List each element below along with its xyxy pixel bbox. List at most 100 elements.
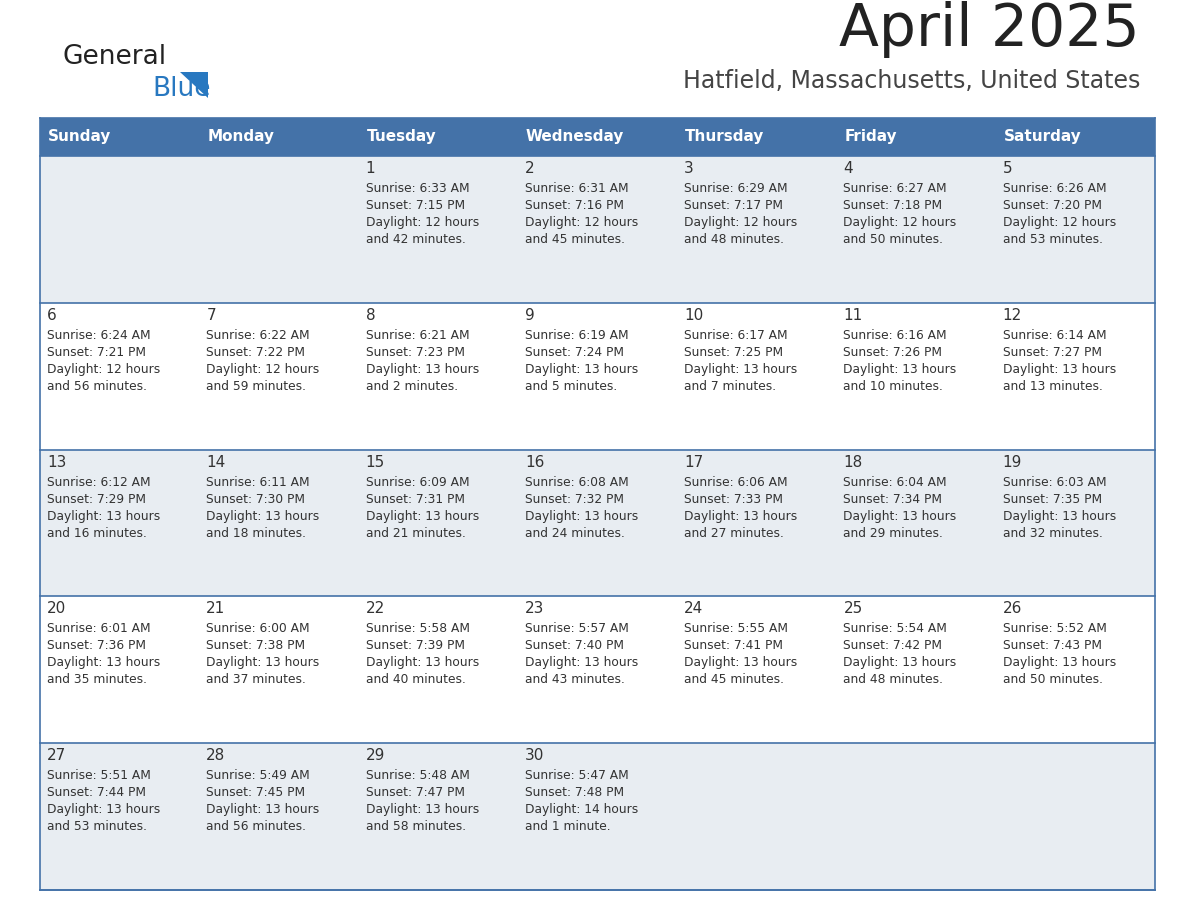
Text: April 2025: April 2025: [840, 1, 1140, 58]
Text: 30: 30: [525, 748, 544, 763]
Bar: [996, 118, 1155, 156]
Bar: [359, 450, 518, 597]
Bar: [518, 303, 677, 450]
Bar: [836, 744, 996, 890]
Text: Sunset: 7:38 PM: Sunset: 7:38 PM: [207, 640, 305, 653]
Text: Sunrise: 6:00 AM: Sunrise: 6:00 AM: [207, 622, 310, 635]
Text: and 1 minute.: and 1 minute.: [525, 820, 611, 834]
Bar: [836, 156, 996, 303]
Text: Sunrise: 6:19 AM: Sunrise: 6:19 AM: [525, 329, 628, 341]
Text: Sunset: 7:25 PM: Sunset: 7:25 PM: [684, 346, 783, 359]
Bar: [40, 744, 200, 890]
Text: 14: 14: [207, 454, 226, 470]
Text: and 24 minutes.: and 24 minutes.: [525, 527, 625, 540]
Text: 6: 6: [48, 308, 57, 323]
Text: Daylight: 12 hours: Daylight: 12 hours: [1003, 216, 1116, 229]
Text: and 45 minutes.: and 45 minutes.: [684, 674, 784, 687]
Text: Sunrise: 6:14 AM: Sunrise: 6:14 AM: [1003, 329, 1106, 341]
Text: 18: 18: [843, 454, 862, 470]
Text: 28: 28: [207, 748, 226, 763]
Text: Hatfield, Massachusetts, United States: Hatfield, Massachusetts, United States: [683, 69, 1140, 93]
Bar: [40, 450, 200, 597]
Text: Sunrise: 5:49 AM: Sunrise: 5:49 AM: [207, 769, 310, 782]
Text: Sunrise: 6:09 AM: Sunrise: 6:09 AM: [366, 476, 469, 488]
Bar: [359, 744, 518, 890]
Text: Sunset: 7:45 PM: Sunset: 7:45 PM: [207, 786, 305, 800]
Text: Daylight: 13 hours: Daylight: 13 hours: [1003, 656, 1116, 669]
Text: and 50 minutes.: and 50 minutes.: [843, 233, 943, 246]
Text: Sunrise: 6:27 AM: Sunrise: 6:27 AM: [843, 182, 947, 195]
Bar: [677, 118, 836, 156]
Text: Daylight: 13 hours: Daylight: 13 hours: [525, 509, 638, 522]
Text: 13: 13: [48, 454, 67, 470]
Text: Sunrise: 6:12 AM: Sunrise: 6:12 AM: [48, 476, 151, 488]
Text: Sunset: 7:16 PM: Sunset: 7:16 PM: [525, 199, 624, 212]
Text: Sunset: 7:18 PM: Sunset: 7:18 PM: [843, 199, 942, 212]
Text: 2: 2: [525, 161, 535, 176]
Text: Daylight: 13 hours: Daylight: 13 hours: [48, 803, 160, 816]
Bar: [836, 597, 996, 744]
Text: Sunrise: 5:51 AM: Sunrise: 5:51 AM: [48, 769, 151, 782]
Text: Daylight: 12 hours: Daylight: 12 hours: [843, 216, 956, 229]
Bar: [200, 156, 359, 303]
Text: Sunset: 7:30 PM: Sunset: 7:30 PM: [207, 493, 305, 506]
Text: and 7 minutes.: and 7 minutes.: [684, 380, 776, 393]
Bar: [677, 450, 836, 597]
Text: Sunset: 7:47 PM: Sunset: 7:47 PM: [366, 786, 465, 800]
Text: 20: 20: [48, 601, 67, 616]
Text: 24: 24: [684, 601, 703, 616]
Text: 21: 21: [207, 601, 226, 616]
Text: and 13 minutes.: and 13 minutes.: [1003, 380, 1102, 393]
Text: Sunrise: 5:58 AM: Sunrise: 5:58 AM: [366, 622, 469, 635]
Text: Daylight: 13 hours: Daylight: 13 hours: [48, 509, 160, 522]
Text: Sunrise: 6:08 AM: Sunrise: 6:08 AM: [525, 476, 628, 488]
Text: Saturday: Saturday: [1004, 129, 1081, 144]
Bar: [996, 303, 1155, 450]
Text: 19: 19: [1003, 454, 1022, 470]
Text: and 16 minutes.: and 16 minutes.: [48, 527, 147, 540]
Text: Friday: Friday: [845, 129, 897, 144]
Text: Daylight: 13 hours: Daylight: 13 hours: [48, 656, 160, 669]
Polygon shape: [181, 72, 208, 98]
Text: and 21 minutes.: and 21 minutes.: [366, 527, 466, 540]
Text: and 2 minutes.: and 2 minutes.: [366, 380, 457, 393]
Bar: [996, 450, 1155, 597]
Text: Daylight: 13 hours: Daylight: 13 hours: [207, 803, 320, 816]
Bar: [200, 597, 359, 744]
Bar: [200, 450, 359, 597]
Text: Sunrise: 6:22 AM: Sunrise: 6:22 AM: [207, 329, 310, 341]
Bar: [518, 118, 677, 156]
Text: 15: 15: [366, 454, 385, 470]
Text: Sunset: 7:39 PM: Sunset: 7:39 PM: [366, 640, 465, 653]
Text: Sunset: 7:22 PM: Sunset: 7:22 PM: [207, 346, 305, 359]
Text: and 59 minutes.: and 59 minutes.: [207, 380, 307, 393]
Text: Daylight: 12 hours: Daylight: 12 hours: [207, 363, 320, 375]
Text: Sunset: 7:23 PM: Sunset: 7:23 PM: [366, 346, 465, 359]
Text: Sunrise: 5:52 AM: Sunrise: 5:52 AM: [1003, 622, 1106, 635]
Text: General: General: [62, 44, 166, 70]
Text: Daylight: 12 hours: Daylight: 12 hours: [366, 216, 479, 229]
Text: Sunrise: 5:57 AM: Sunrise: 5:57 AM: [525, 622, 628, 635]
Text: Tuesday: Tuesday: [367, 129, 436, 144]
Text: 16: 16: [525, 454, 544, 470]
Text: Sunrise: 6:11 AM: Sunrise: 6:11 AM: [207, 476, 310, 488]
Text: Daylight: 13 hours: Daylight: 13 hours: [366, 656, 479, 669]
Bar: [40, 118, 200, 156]
Text: Sunrise: 6:03 AM: Sunrise: 6:03 AM: [1003, 476, 1106, 488]
Bar: [518, 156, 677, 303]
Text: 17: 17: [684, 454, 703, 470]
Text: 10: 10: [684, 308, 703, 323]
Text: Sunset: 7:43 PM: Sunset: 7:43 PM: [1003, 640, 1101, 653]
Bar: [359, 118, 518, 156]
Text: Daylight: 13 hours: Daylight: 13 hours: [843, 363, 956, 375]
Text: 11: 11: [843, 308, 862, 323]
Text: Sunset: 7:15 PM: Sunset: 7:15 PM: [366, 199, 465, 212]
Text: 26: 26: [1003, 601, 1022, 616]
Text: Sunset: 7:24 PM: Sunset: 7:24 PM: [525, 346, 624, 359]
Text: Daylight: 13 hours: Daylight: 13 hours: [207, 509, 320, 522]
Text: and 53 minutes.: and 53 minutes.: [48, 820, 147, 834]
Text: Sunset: 7:20 PM: Sunset: 7:20 PM: [1003, 199, 1101, 212]
Bar: [40, 303, 200, 450]
Text: Thursday: Thursday: [685, 129, 765, 144]
Text: Daylight: 12 hours: Daylight: 12 hours: [684, 216, 797, 229]
